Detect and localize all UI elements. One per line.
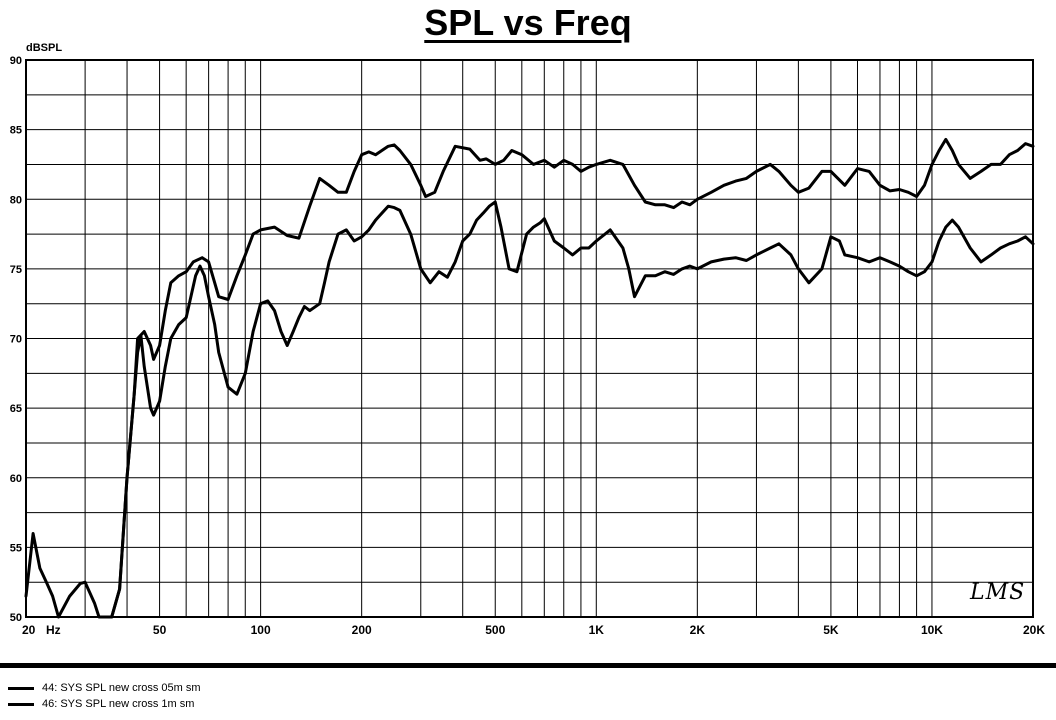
y-tick-label: 80	[10, 194, 22, 206]
x-tick-label: 50	[153, 623, 167, 637]
legend-item-0: 44: SYS SPL new cross 05m sm	[8, 680, 201, 696]
y-tick-label: 60	[10, 473, 22, 485]
y-tick-label: 90	[10, 55, 22, 67]
x-tick-label: 1K	[589, 623, 605, 637]
legend-swatch-0	[8, 686, 34, 690]
x-tick-label: 2K	[690, 623, 706, 637]
x-tick-label: 5K	[823, 623, 839, 637]
legend-label-1: 46: SYS SPL new cross 1m sm	[42, 698, 195, 710]
y-tick-label: 70	[10, 334, 22, 346]
y-axis-label: dBSPL	[26, 42, 63, 54]
x-tick-label: 500	[485, 623, 505, 637]
legend-label-0: 44: SYS SPL new cross 05m sm	[42, 682, 201, 694]
x-unit-label: Hz	[46, 623, 61, 637]
series-line-1	[110, 200, 1035, 619]
y-tick-label: 50	[10, 612, 22, 624]
x-tick-label: 100	[251, 623, 271, 637]
y-tick-label: 55	[10, 542, 22, 554]
series-line-0	[24, 137, 1035, 619]
legend-item-1: 46: SYS SPL new cross 1m sm	[8, 696, 201, 712]
x-tick-label: 10K	[921, 623, 943, 637]
legend: 44: SYS SPL new cross 05m sm 46: SYS SPL…	[8, 680, 201, 712]
y-tick-label: 85	[10, 125, 22, 137]
y-tick-label: 65	[10, 403, 22, 415]
legend-separator	[0, 663, 1056, 668]
plot-frame	[25, 59, 1034, 618]
legend-swatch-1	[8, 702, 34, 706]
chart-title: SPL vs Freq	[424, 2, 632, 43]
x-tick-label: 200	[352, 623, 372, 637]
x-tick-label: 20K	[1023, 623, 1045, 637]
y-tick-label: 75	[10, 264, 22, 276]
x-tick-label: 20	[22, 623, 36, 637]
signature-mark: LMS	[970, 580, 1026, 605]
